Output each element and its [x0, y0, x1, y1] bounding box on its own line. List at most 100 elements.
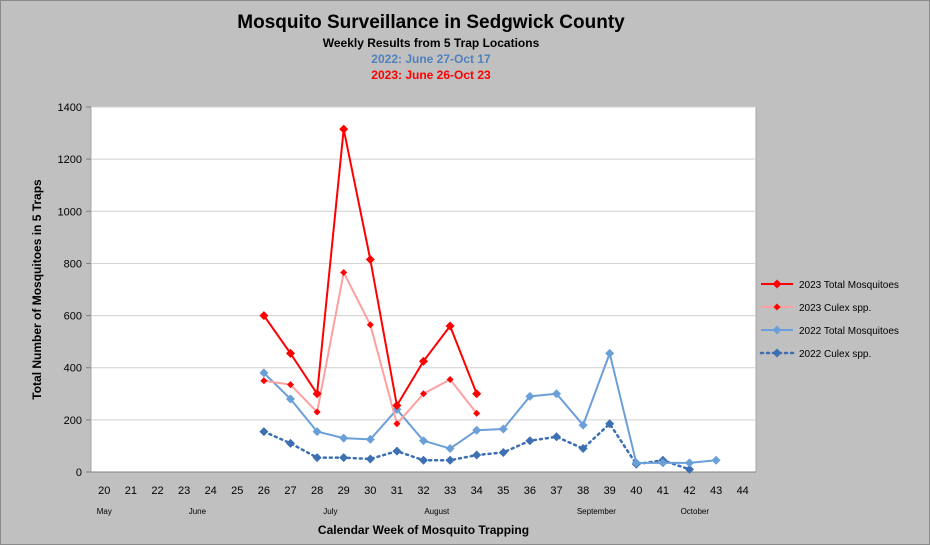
data-point-2022-total-mosquitoes [365, 434, 375, 444]
data-point-2023-culex-spp [313, 408, 321, 416]
data-point-2023-total-mosquitoes [339, 124, 349, 134]
x-tick-label: 42 [683, 485, 695, 497]
data-point-2022-total-mosquitoes [339, 433, 349, 443]
x-tick-label: 35 [497, 485, 509, 497]
x-axis-title: Calendar Week of Mosquito Trapping [318, 523, 529, 537]
data-point-2023-culex-spp [260, 377, 268, 385]
x-tick-label: 21 [125, 485, 137, 497]
legend-marker-2022-total-mosquitoes [772, 325, 782, 335]
x-tick-label: 28 [311, 485, 323, 497]
subtitle-2023: 2023: June 26-Oct 23 [371, 68, 491, 82]
x-tick-label: 30 [364, 485, 376, 497]
month-label: July [323, 507, 337, 516]
data-point-2022-culex-spp [339, 453, 349, 463]
data-point-2022-culex-spp [312, 453, 322, 463]
data-point-2022-culex-spp [472, 450, 482, 460]
y-tick-label: 600 [64, 311, 82, 323]
data-point-2023-culex-spp [420, 390, 427, 398]
legend-label-2022-total-mosquitoes: 2022 Total Mosquitoes [799, 326, 899, 337]
x-tick-label: 26 [258, 485, 270, 497]
y-tick-label: 0 [76, 467, 82, 479]
data-point-2022-total-mosquitoes [631, 458, 641, 468]
data-point-2022-culex-spp [525, 436, 535, 446]
month-label: September [577, 507, 616, 516]
data-point-2022-culex-spp [286, 438, 295, 448]
month-label: June [189, 507, 207, 516]
data-point-2022-total-mosquitoes [445, 444, 455, 454]
x-tick-label: 38 [577, 485, 589, 497]
data-point-2022-total-mosquitoes [578, 420, 588, 430]
data-point-2023-culex-spp [473, 409, 481, 417]
data-point-2022-total-mosquitoes [711, 455, 721, 465]
data-point-2022-culex-spp [578, 444, 588, 454]
x-tick-label: 34 [471, 485, 483, 497]
data-point-2022-total-mosquitoes [552, 389, 561, 399]
data-point-2022-total-mosquitoes [419, 436, 428, 446]
chart-subtitle: Weekly Results from 5 Trap Locations [322, 36, 540, 50]
data-point-2022-culex-spp [445, 455, 455, 465]
data-point-2023-total-mosquitoes [365, 255, 375, 265]
data-point-2023-culex-spp [287, 381, 294, 389]
data-point-2022-total-mosquitoes [658, 458, 668, 468]
data-point-2022-total-mosquitoes [525, 391, 535, 401]
data-point-2022-culex-spp [685, 464, 694, 474]
data-point-2022-culex-spp [498, 447, 508, 457]
data-point-2023-total-mosquitoes [312, 389, 322, 399]
data-point-2023-culex-spp [393, 420, 401, 428]
month-label: October [681, 507, 710, 516]
x-tick-label: 40 [630, 485, 642, 497]
data-point-2022-total-mosquitoes [312, 427, 322, 437]
y-tick-label: 1400 [58, 102, 82, 114]
x-tick-label: 41 [657, 485, 669, 497]
x-tick-label: 37 [550, 485, 562, 497]
data-point-2023-total-mosquitoes [392, 401, 402, 411]
data-point-2022-total-mosquitoes [259, 368, 269, 378]
plot-area [90, 106, 757, 473]
x-tick-label: 33 [444, 485, 456, 497]
data-point-2023-total-mosquitoes [286, 348, 295, 358]
x-tick-label: 25 [231, 485, 243, 497]
x-tick-label: 22 [151, 485, 163, 497]
x-tick-label: 43 [710, 485, 722, 497]
y-tick-label: 1200 [58, 154, 82, 166]
data-point-2022-culex-spp [259, 427, 269, 437]
data-point-2022-culex-spp [419, 455, 428, 465]
legend-marker-2023-total-mosquitoes [772, 279, 782, 289]
legend-label-2023-culex-spp: 2023 Culex spp. [799, 303, 871, 314]
y-tick-label: 400 [64, 363, 82, 375]
data-point-2022-culex-spp [392, 446, 402, 456]
data-point-2023-culex-spp [446, 375, 454, 383]
legend-label-2022-culex-spp: 2022 Culex spp. [799, 349, 871, 360]
x-tick-label: 39 [604, 485, 616, 497]
data-point-2023-total-mosquitoes [472, 389, 482, 399]
legend-marker-2023-culex-spp [773, 303, 781, 311]
x-tick-label: 27 [284, 485, 296, 497]
legend-label-2023-total-mosquitoes: 2023 Total Mosquitoes [799, 280, 899, 291]
data-point-2022-culex-spp [605, 419, 615, 429]
y-axis-title: Total Number of Mosquitoes in 5 Traps [30, 179, 44, 400]
x-tick-label: 23 [178, 485, 190, 497]
data-point-2022-total-mosquitoes [605, 348, 615, 358]
x-tick-label: 32 [417, 485, 429, 497]
data-point-2023-total-mosquitoes [259, 311, 269, 321]
x-tick-label: 36 [524, 485, 536, 497]
data-point-2022-culex-spp [552, 432, 561, 442]
x-tick-label: 31 [391, 485, 403, 497]
chart-titles: Mosquito Surveillance in Sedgwick County… [1, 11, 861, 83]
data-point-2022-total-mosquitoes [286, 394, 295, 404]
x-tick-label: 44 [737, 485, 749, 497]
data-point-2022-total-mosquitoes [685, 458, 694, 468]
month-label: May [97, 507, 112, 516]
legend-marker-2022-culex-spp [772, 348, 782, 358]
x-tick-label: 24 [205, 485, 217, 497]
x-tick-label: 20 [98, 485, 110, 497]
data-point-2023-culex-spp [366, 321, 374, 329]
x-tick-label: 29 [338, 485, 350, 497]
month-label: August [424, 507, 450, 516]
data-point-2022-total-mosquitoes [472, 425, 482, 435]
data-point-2022-total-mosquitoes [498, 424, 508, 434]
data-point-2023-total-mosquitoes [419, 356, 428, 366]
subtitle-2022: 2022: June 27-Oct 17 [371, 52, 491, 66]
